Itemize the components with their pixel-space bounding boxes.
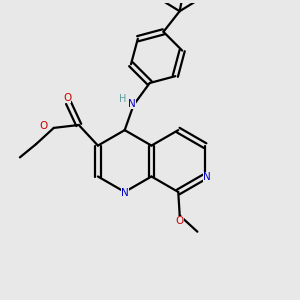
Text: N: N (202, 172, 210, 182)
Text: O: O (176, 216, 184, 226)
Text: N: N (121, 188, 129, 198)
Text: O: O (40, 122, 48, 131)
Text: H: H (119, 94, 126, 104)
Text: O: O (63, 93, 71, 103)
Text: N: N (128, 99, 136, 109)
